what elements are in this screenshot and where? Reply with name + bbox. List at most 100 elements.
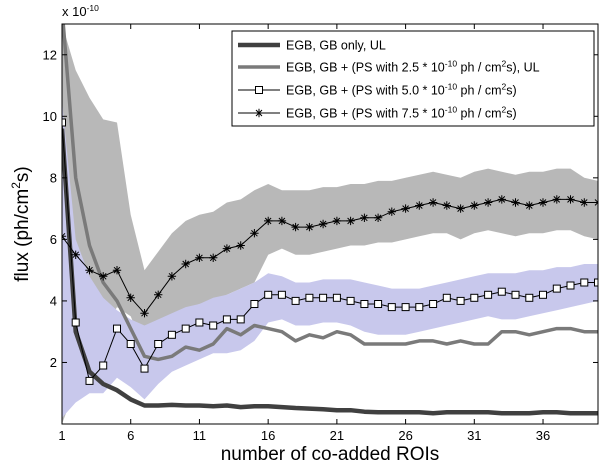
point-ps75 [305, 222, 314, 232]
point-ps75 [85, 266, 94, 275]
point-ps50 [332, 293, 341, 302]
legend-label-part: s) [506, 84, 516, 98]
series-line-egb_ul [62, 128, 598, 416]
legend-label-part: ph / cm [457, 107, 501, 121]
point-ps75 [71, 250, 80, 259]
legend-label-part: -10 [445, 59, 458, 69]
y-tick-label: 12 [43, 47, 57, 62]
point-ps50 [250, 300, 259, 308]
point-ps50 [387, 303, 396, 312]
legend-label-ps75: EGB, GB + (PS with 7.5 * 10-10 ph / cm2s… [286, 105, 517, 121]
point-ps50 [99, 361, 108, 370]
point-ps50 [222, 315, 231, 324]
point-ps75 [346, 216, 355, 226]
point-ps50 [264, 290, 273, 299]
point-ps50 [456, 296, 465, 305]
point-ps50 [71, 318, 80, 327]
legend-label-ps50: EGB, GB + (PS with 5.0 * 10-10 ph / cm2s… [286, 82, 517, 98]
legend: EGB, GB only, UL EGB, GB + (PS with 2.5 *… [231, 30, 595, 127]
point-ps75 [360, 213, 369, 222]
point-ps75 [566, 195, 575, 204]
point-ps75 [236, 241, 245, 250]
legend-label-part: 2 [502, 82, 507, 92]
point-ps50 [484, 290, 493, 299]
x-axis-label: number of co-added ROIs [221, 444, 440, 465]
point-ps50 [167, 330, 176, 339]
point-ps75 [442, 201, 451, 210]
point-ps75 [112, 266, 122, 275]
series-line-ps75 [62, 198, 598, 314]
point-ps50 [442, 293, 451, 302]
point-ps50 [594, 278, 598, 287]
point-ps50 [415, 303, 424, 312]
point-ps75 [525, 201, 534, 210]
y-axis-ticks: 2 4 6 8 10 12 [43, 47, 598, 370]
y-tick-label: 10 [43, 109, 57, 124]
point-ps75 [167, 272, 177, 281]
x-axis-ticks: 1 6 11 16 21 26 31 36 [58, 24, 550, 443]
legend-label-egb_ul: EGB, GB only, UL [286, 39, 386, 53]
x-tick-label: 16 [261, 428, 275, 443]
point-ps75 [428, 198, 438, 207]
legend-box [231, 30, 595, 127]
point-ps50 [539, 290, 547, 299]
point-ps75 [332, 216, 342, 226]
point-ps75 [277, 216, 287, 226]
legend-label-part: ph / cm [457, 61, 501, 75]
legend-label-part: -10 [445, 82, 458, 92]
legend-label-part: s) [506, 107, 516, 121]
legend-label-part: EGB, GB + (PS with 2.5 * 10 [286, 61, 445, 75]
legend-marker-ps75 [254, 108, 264, 118]
legend-label-part: ph / cm [457, 84, 501, 98]
point-ps50 [401, 303, 410, 312]
y-tick-label: 2 [50, 355, 57, 370]
legend-label-part: EGB, GB + (PS with 7.5 * 10 [286, 107, 445, 121]
point-ps75 [373, 213, 383, 222]
plot-frame [61, 23, 599, 425]
legend-label-part: s), UL [506, 61, 539, 75]
x-tick-label: 31 [467, 428, 481, 443]
point-ps75 [470, 201, 479, 210]
point-ps75 [497, 195, 506, 204]
x-tick-label: 6 [127, 428, 134, 443]
point-ps50 [511, 290, 520, 299]
point-ps50 [580, 278, 589, 287]
series-line-ps50 [62, 122, 598, 382]
point-ps75 [415, 201, 424, 210]
point-ps50 [429, 300, 438, 308]
point-ps75 [580, 198, 589, 207]
point-ps75 [154, 290, 163, 299]
point-ps75 [456, 204, 465, 213]
y-axis-label: flux (ph/cm2s) [9, 166, 33, 281]
legend-label-part: 2 [502, 59, 507, 69]
x-tick-label: 26 [398, 428, 412, 443]
point-ps50 [236, 315, 245, 324]
x-tick-label: 21 [330, 428, 344, 443]
point-ps50 [154, 340, 163, 348]
point-ps50 [497, 287, 506, 296]
x-tick-label: 36 [536, 428, 550, 443]
point-ps75 [195, 253, 204, 262]
point-ps75 [511, 198, 520, 207]
point-ps75 [291, 222, 300, 232]
point-ps75 [387, 207, 396, 216]
point-ps75 [222, 244, 232, 253]
point-ps75 [401, 204, 410, 213]
point-ps50 [62, 118, 66, 127]
x-tick-label: 11 [193, 428, 207, 443]
point-ps50 [291, 296, 300, 305]
point-ps50 [525, 293, 534, 302]
y-tick-label: 4 [50, 293, 57, 308]
point-ps50 [113, 324, 121, 333]
x-tick-label: 1 [58, 428, 65, 443]
band-ps50 [62, 100, 598, 418]
legend-marker-ps50 [255, 86, 263, 94]
series-line-ps25_ul [62, 24, 598, 362]
point-ps75 [250, 229, 259, 238]
point-ps75 [483, 198, 493, 207]
point-ps50 [470, 293, 479, 302]
point-ps75 [181, 259, 190, 269]
y-tick-label: 6 [50, 232, 57, 247]
point-ps50 [552, 284, 561, 293]
